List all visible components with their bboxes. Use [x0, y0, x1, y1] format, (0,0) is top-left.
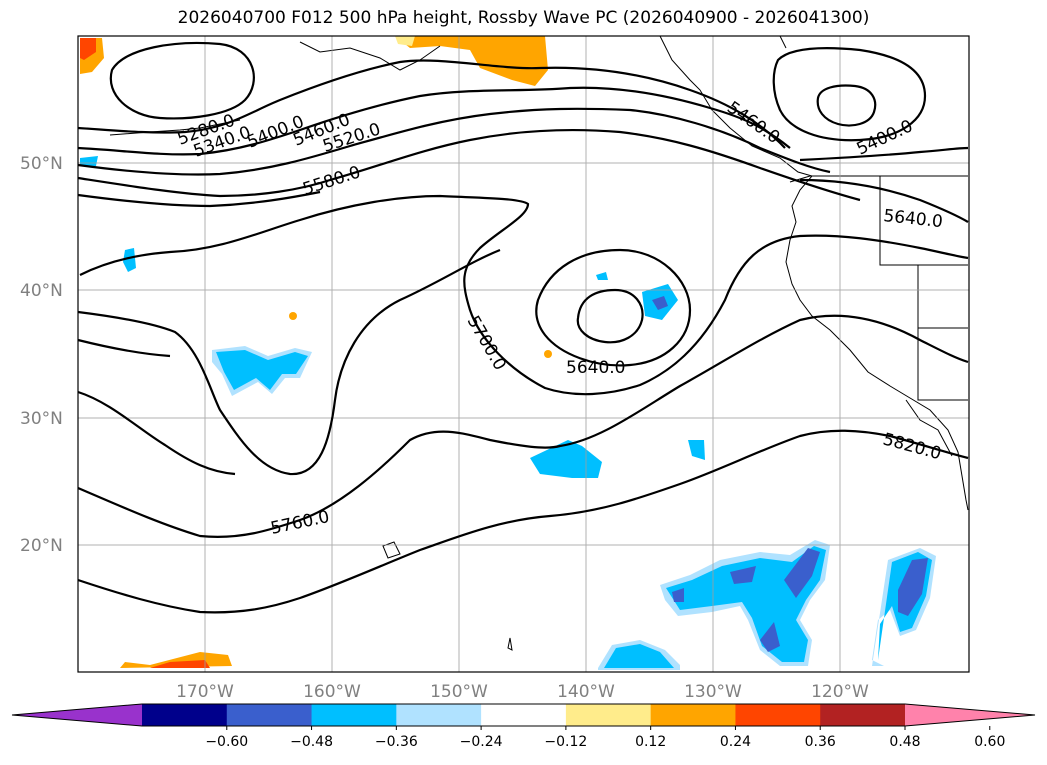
colorbar-segment — [311, 704, 397, 726]
colorbar-outline — [11, 703, 1036, 727]
lat-label-50: 50°N — [20, 154, 63, 174]
lon-labels: 170°W 160°W 150°W 140°W 130°W 120°W — [176, 682, 869, 702]
colorbar-extend-low — [12, 704, 142, 726]
map-title: 2026040700 F012 500 hPa height, Rossby W… — [177, 8, 870, 28]
colorbar-extend-high — [905, 704, 1035, 726]
colorbar-tick-label: 0.48 — [889, 734, 920, 750]
colorbar-segment — [650, 704, 736, 726]
lon-label-170w: 170°W — [176, 682, 234, 702]
colorbar-tick-label: 0.36 — [805, 734, 836, 750]
lon-label-160w: 160°W — [303, 682, 361, 702]
colorbar-tick-label: 0.24 — [720, 734, 751, 750]
lon-label-130w: 130°W — [684, 682, 742, 702]
colorbar-tick-label: −0.36 — [375, 734, 418, 750]
gridlines — [78, 36, 969, 672]
colorbar-tick-label: −0.24 — [460, 734, 503, 750]
colorbar-tick-label: 0.60 — [974, 734, 1005, 750]
coastlines — [109, 35, 969, 651]
colorbar: −0.60 −0.48 −0.36 −0.24 −0.12 0.12 0.24 0.36 0.4… — [11, 703, 1036, 750]
contour-label-5640: 5640.0 — [566, 358, 625, 378]
colorbar-segment — [481, 704, 567, 726]
lat-label-20: 20°N — [20, 536, 63, 556]
colorbar-segment — [142, 704, 228, 726]
lat-label-40: 40°N — [20, 281, 63, 301]
colorbar-tick-label: −0.48 — [290, 734, 333, 750]
colorbar-segment — [735, 704, 821, 726]
colorbar-segment — [396, 704, 482, 726]
height-contours — [77, 41, 969, 614]
colorbar-segment — [226, 704, 313, 726]
colorbar-tick-label: 0.12 — [635, 734, 666, 750]
lon-label-140w: 140°W — [557, 682, 615, 702]
lon-label-150w: 150°W — [430, 682, 488, 702]
colorbar-tick-label: −0.12 — [544, 734, 587, 750]
map-frame — [77, 35, 970, 673]
anomaly-shading — [80, 36, 936, 670]
colorbar-tick-label: −0.60 — [205, 734, 248, 750]
lat-labels: 50°N 40°N 30°N 20°N — [20, 154, 63, 556]
colorbar-segment — [565, 704, 652, 726]
lat-label-30: 30°N — [20, 409, 63, 429]
lon-label-120w: 120°W — [811, 682, 869, 702]
colorbar-segment — [820, 704, 906, 726]
